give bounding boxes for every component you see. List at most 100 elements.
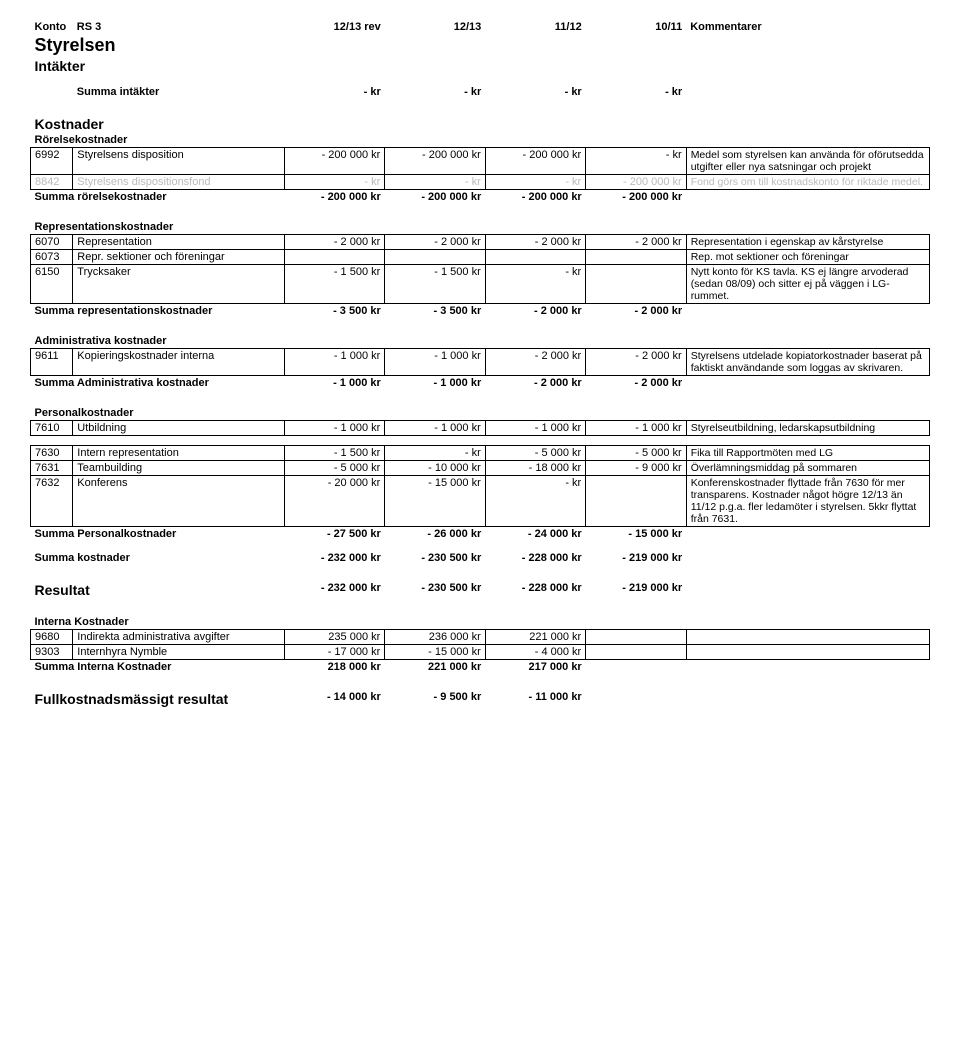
personal-sum-0: - 27 500 kr: [284, 527, 384, 542]
val-0: - 5 000 kr: [284, 461, 384, 476]
val-2: - 2 000 kr: [485, 235, 585, 250]
personal-sum-3: - 15 000 kr: [586, 527, 686, 542]
kostnader-title-row: Kostnader: [31, 115, 930, 133]
konto: 6073: [31, 250, 73, 265]
desc: Trycksaker: [73, 265, 285, 304]
desc: Representation: [73, 235, 285, 250]
val-1: [385, 250, 485, 265]
val-1: - kr: [385, 175, 485, 190]
fullkost-label: Fullkostnadsmässigt resultat: [31, 690, 285, 708]
summa-intakter-label: Summa intäkter: [73, 85, 285, 99]
rorelse-sum-2: - 200 000 kr: [485, 190, 585, 205]
rorelse-title: Rörelsekostnader: [31, 133, 930, 148]
repr-sum-3: - 2 000 kr: [586, 304, 686, 319]
comment: [686, 645, 929, 660]
resultat-label: Resultat: [31, 581, 285, 599]
summa-kostnader-3: - 219 000 kr: [586, 551, 686, 565]
desc: Utbildning: [73, 421, 285, 436]
hdr-col-0: 12/13 rev: [284, 20, 384, 34]
rorelse-title-row: Rörelsekostnader: [31, 133, 930, 148]
summa-intakter-2: - kr: [485, 85, 585, 99]
val-1: - 15 000 kr: [385, 476, 485, 527]
val-3: - 9 000 kr: [586, 461, 686, 476]
val-0: - 17 000 kr: [284, 645, 384, 660]
val-0: [284, 250, 384, 265]
admin-title-row: Administrativa kostnader: [31, 334, 930, 349]
resultat-1: - 230 500 kr: [385, 581, 485, 599]
interna-title-row: Interna Kostnader: [31, 615, 930, 630]
resultat-3: - 219 000 kr: [586, 581, 686, 599]
fullkost-0: - 14 000 kr: [284, 690, 384, 708]
resultat-0: - 232 000 kr: [284, 581, 384, 599]
val-3: - 200 000 kr: [586, 175, 686, 190]
konto: 7631: [31, 461, 73, 476]
repr-row-0: 6070 Representation - 2 000 kr - 2 000 k…: [31, 235, 930, 250]
val-2: - 5 000 kr: [485, 446, 585, 461]
desc: Kopieringskostnader interna: [73, 349, 285, 376]
summa-intakter-1: - kr: [385, 85, 485, 99]
val-0: - 1 000 kr: [284, 421, 384, 436]
konto: 9303: [31, 645, 73, 660]
personal-row-0: 7610 Utbildning - 1 000 kr - 1 000 kr - …: [31, 421, 930, 436]
personal-sum-1: - 26 000 kr: [385, 527, 485, 542]
interna-sum-0: 218 000 kr: [284, 660, 384, 675]
comment: Fika till Rapportmöten med LG: [686, 446, 929, 461]
konto: 6150: [31, 265, 73, 304]
val-1: - 1 500 kr: [385, 265, 485, 304]
val-0: - 1 500 kr: [284, 446, 384, 461]
desc: Teambuilding: [73, 461, 285, 476]
admin-sum-0: - 1 000 kr: [284, 376, 384, 391]
repr-sum-1: - 3 500 kr: [385, 304, 485, 319]
val-1: - 200 000 kr: [385, 148, 485, 175]
repr-sum-2: - 2 000 kr: [485, 304, 585, 319]
title-intakter-row: Intäkter: [31, 57, 930, 75]
comment: Representation i egenskap av kårstyrelse: [686, 235, 929, 250]
konto: 7630: [31, 446, 73, 461]
admin-sum-2: - 2 000 kr: [485, 376, 585, 391]
rorelse-row-0: 6992 Styrelsens disposition - 200 000 kr…: [31, 148, 930, 175]
personal-row-1: 7630 Intern representation - 1 500 kr - …: [31, 446, 930, 461]
val-0: - 200 000 kr: [284, 148, 384, 175]
repr-title: Representationskostnader: [31, 220, 930, 235]
hdr-section: RS 3: [73, 20, 285, 34]
personal-title: Personalkostnader: [31, 406, 930, 421]
val-1: - 10 000 kr: [385, 461, 485, 476]
val-3: [586, 645, 686, 660]
fullkost-2: - 11 000 kr: [485, 690, 585, 708]
interna-sum-1: 221 000 kr: [385, 660, 485, 675]
rorelse-sum-label: Summa rörelsekostnader: [31, 190, 285, 205]
comment: [686, 630, 929, 645]
konto: 7632: [31, 476, 73, 527]
val-3: - 2 000 kr: [586, 235, 686, 250]
val-3: - 2 000 kr: [586, 349, 686, 376]
val-3: [586, 265, 686, 304]
summa-intakter-0: - kr: [284, 85, 384, 99]
val-1: - 2 000 kr: [385, 235, 485, 250]
val-2: - kr: [485, 265, 585, 304]
desc: Internhyra Nymble: [73, 645, 285, 660]
rorelse-sum-3: - 200 000 kr: [586, 190, 686, 205]
admin-sum-row: Summa Administrativa kostnader - 1 000 k…: [31, 376, 930, 391]
val-1: - kr: [385, 446, 485, 461]
konto: 6992: [31, 148, 73, 175]
admin-row-0: 9611 Kopieringskostnader interna - 1 000…: [31, 349, 930, 376]
interna-row-0: 9680 Indirekta administrativa avgifter 2…: [31, 630, 930, 645]
rorelse-sum-0: - 200 000 kr: [284, 190, 384, 205]
desc: Styrelsens dispositionsfond: [73, 175, 285, 190]
resultat-2: - 228 000 kr: [485, 581, 585, 599]
val-2: - 1 000 kr: [485, 421, 585, 436]
rorelse-sum-1: - 200 000 kr: [385, 190, 485, 205]
title-styrelsen: Styrelsen: [31, 34, 930, 57]
val-3: [586, 630, 686, 645]
val-2: - 4 000 kr: [485, 645, 585, 660]
admin-sum-1: - 1 000 kr: [385, 376, 485, 391]
desc: Styrelsens disposition: [73, 148, 285, 175]
val-3: [586, 476, 686, 527]
repr-sum-0: - 3 500 kr: [284, 304, 384, 319]
summa-kostnader-row: Summa kostnader - 232 000 kr - 230 500 k…: [31, 551, 930, 565]
comment: Rep. mot sektioner och föreningar: [686, 250, 929, 265]
repr-sum-label: Summa representationskostnader: [31, 304, 285, 319]
val-3: - 1 000 kr: [586, 421, 686, 436]
budget-table: Konto RS 3 12/13 rev 12/13 11/12 10/11 K…: [30, 20, 930, 708]
resultat-row: Resultat - 232 000 kr - 230 500 kr - 228…: [31, 581, 930, 599]
